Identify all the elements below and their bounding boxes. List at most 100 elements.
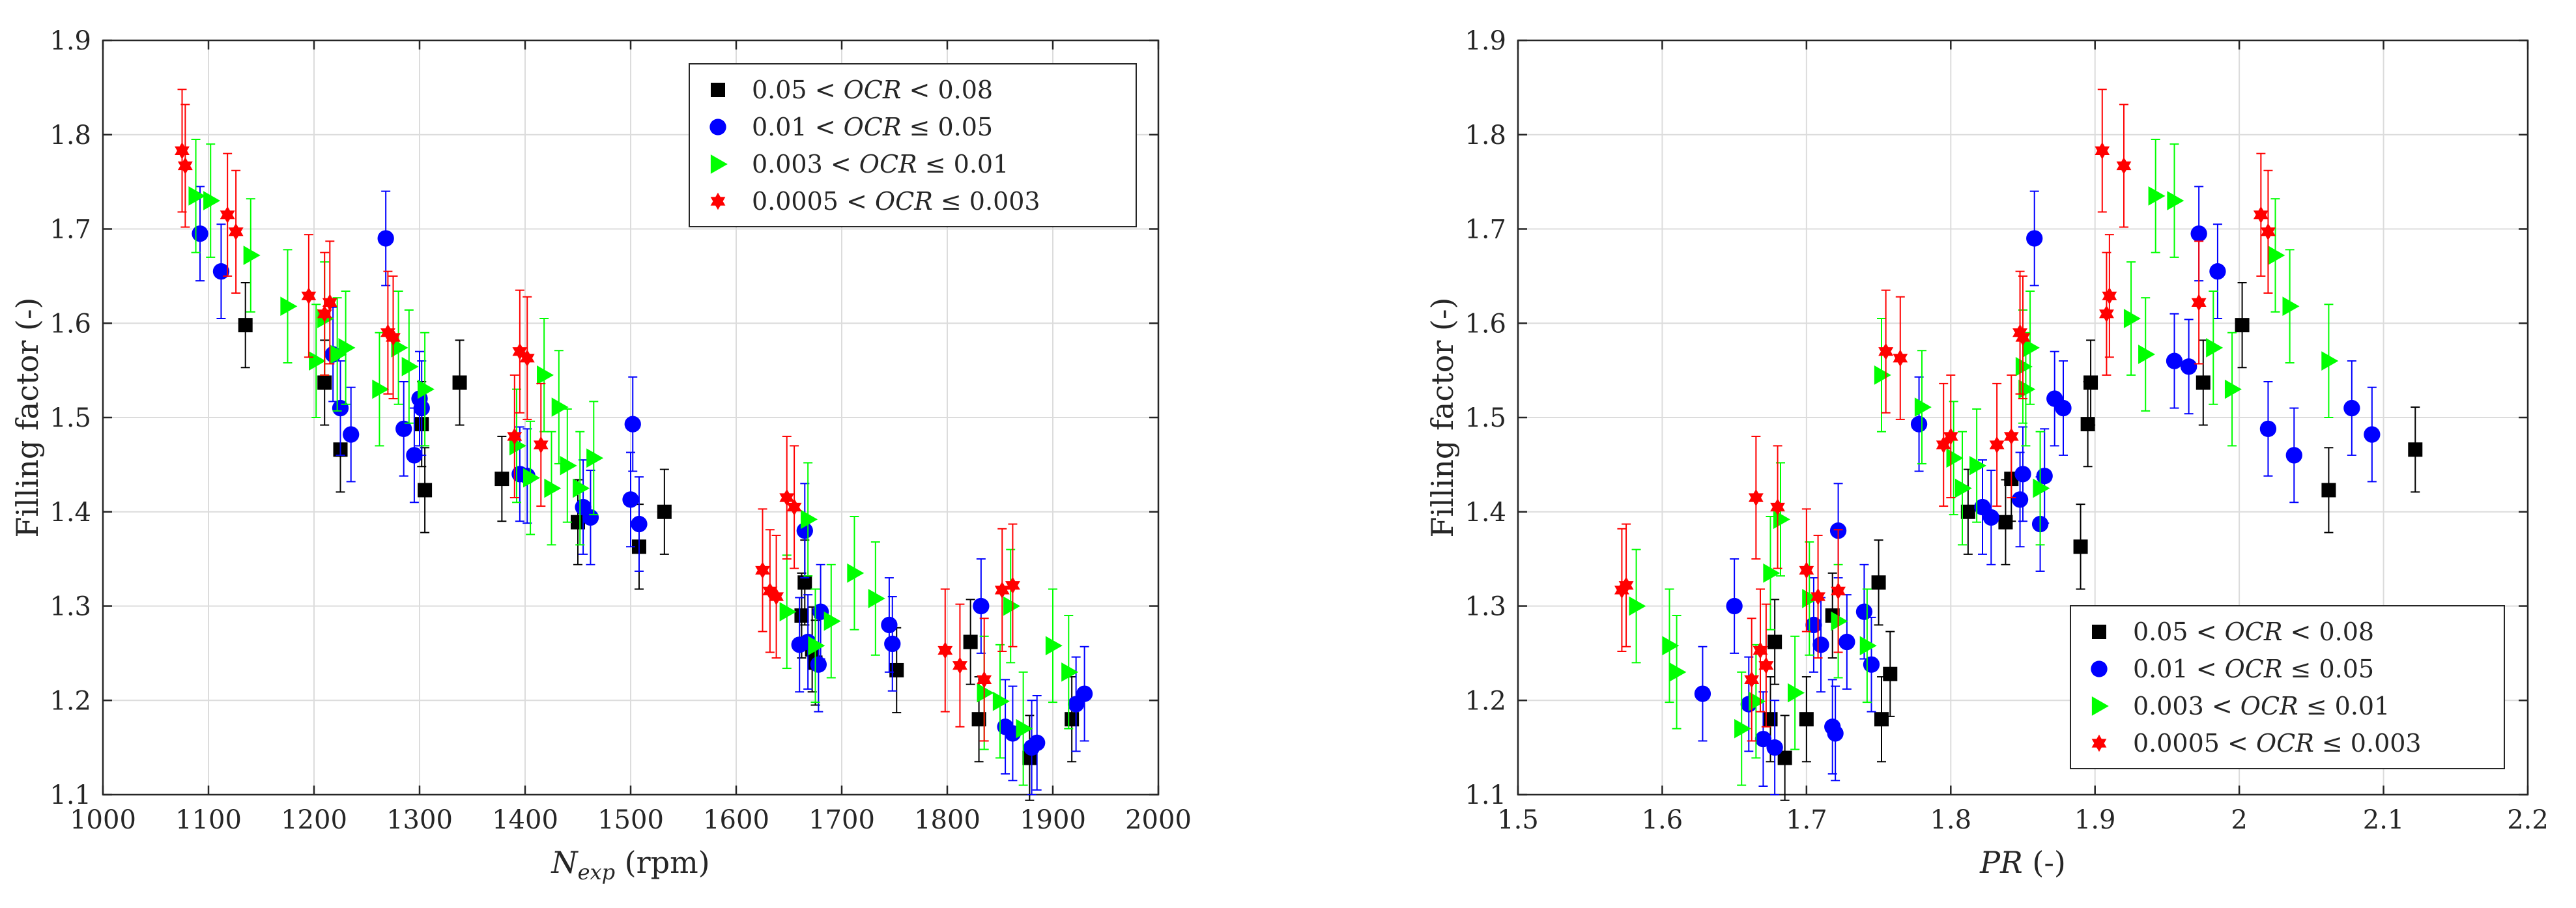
data-point-b — [317, 309, 332, 322]
data-point — [1061, 662, 1079, 682]
legend-label: 0.003 < OCR ≤ 0.01 — [752, 150, 1009, 178]
data-point — [2022, 338, 2040, 358]
data-point — [1763, 563, 1781, 583]
data-point — [622, 491, 639, 508]
legend-label: 0.05 < OCR < 0.08 — [2133, 617, 2374, 646]
y-tick-label: 1.5 — [50, 403, 91, 433]
x-tick-label: 1400 — [492, 805, 558, 835]
data-point — [2026, 230, 2043, 247]
data-point-b — [2253, 210, 2268, 223]
y-tick-label: 1.7 — [50, 215, 91, 245]
data-point — [1076, 685, 1093, 702]
data-point — [2364, 426, 2381, 443]
data-point — [582, 509, 599, 526]
data-point — [2167, 191, 2184, 210]
x-tick-label: 1000 — [70, 805, 136, 835]
data-point — [889, 662, 904, 677]
data-point — [1863, 656, 1880, 673]
data-point-b — [1799, 565, 1814, 579]
x-tick-label: 1.6 — [1642, 805, 1683, 835]
data-point — [338, 338, 356, 358]
data-point — [1883, 666, 1898, 681]
legend-label-post: ≤ 0.01 — [2298, 692, 2390, 720]
legend-label-pre: 0.0005 < — [752, 187, 875, 216]
legend-marker — [709, 119, 726, 135]
data-point — [2138, 345, 2156, 364]
data-point — [2073, 539, 2088, 554]
data-point-b — [2191, 298, 2207, 311]
data-point — [1914, 397, 1932, 417]
data-point-b — [2102, 291, 2117, 305]
data-point — [377, 230, 394, 247]
series-3 — [1614, 89, 2276, 742]
legend-label-post: ≤ 0.003 — [2314, 729, 2422, 758]
data-point — [401, 356, 419, 376]
data-point-b — [301, 291, 317, 305]
data-point — [2408, 442, 2423, 457]
data-point — [2080, 417, 2095, 432]
data-point — [1788, 683, 1805, 703]
data-point — [2235, 318, 2250, 333]
legend-marker-b — [2091, 739, 2107, 752]
data-point — [2321, 351, 2339, 371]
y-tick-label: 1.1 — [1465, 780, 1506, 810]
data-point — [2180, 358, 2197, 375]
data-point-b — [220, 210, 235, 223]
data-point — [1998, 515, 2013, 530]
y-tick-label: 1.3 — [1465, 592, 1506, 622]
data-point — [1662, 636, 1680, 656]
data-point — [343, 426, 360, 443]
data-point-b — [2095, 146, 2110, 160]
legend-label-pre: 0.05 < — [2133, 617, 2225, 646]
data-point — [868, 589, 885, 608]
data-point — [1734, 718, 1752, 739]
data-point — [560, 455, 577, 475]
legend-label-post: ≤ 0.05 — [2282, 655, 2374, 683]
data-point — [1003, 596, 1021, 616]
data-point — [1874, 712, 1889, 727]
data-point — [544, 478, 562, 498]
data-point — [2209, 262, 2226, 280]
data-point — [309, 351, 326, 371]
data-point — [1726, 597, 1743, 615]
data-point — [243, 246, 261, 265]
data-point — [631, 515, 648, 533]
data-point-b — [1943, 432, 1958, 446]
legend-marker-b — [710, 197, 726, 210]
y-tick-label: 1.8 — [1465, 121, 1506, 150]
data-point — [452, 375, 467, 390]
data-point-b — [1878, 347, 1894, 360]
legend-label-pre: 0.0005 < — [2133, 729, 2256, 758]
data-point — [1763, 712, 1778, 727]
data-point-b — [952, 661, 967, 674]
data-point — [395, 420, 412, 438]
x-axis-label-unit: (rpm) — [615, 845, 710, 880]
chart-right: 1.5 1.6 1.7 1.8 1.9 2 2.1 2.2 1.1 1.2 1.3 1.4 1.5 1.6… — [1425, 26, 2549, 880]
data-point — [406, 447, 423, 464]
data-point — [884, 635, 901, 653]
y-tick-label: 1.7 — [1465, 215, 1506, 245]
legend: 0.05 < OCR < 0.08 0.01 < OCR ≤ 0.05 0.003 … — [2070, 605, 2505, 769]
data-point-b — [507, 432, 522, 446]
data-point — [372, 379, 390, 399]
data-point — [881, 616, 898, 634]
legend-label-var: OCR — [2240, 692, 2298, 720]
data-point — [810, 656, 827, 673]
x-tick-label: 1.7 — [1786, 805, 1827, 835]
legend-label-pre: 0.01 < — [752, 113, 844, 141]
data-point — [1777, 750, 1792, 765]
x-tick-label: 1.9 — [2074, 805, 2116, 835]
legend-label-var: OCR — [2225, 617, 2283, 646]
data-point — [1871, 575, 1886, 590]
x-tick-label: 2.2 — [2507, 805, 2549, 835]
data-point — [2055, 399, 2072, 417]
x-tick-label: 1500 — [597, 805, 664, 835]
data-point — [2196, 375, 2211, 390]
x-tick-label: 1300 — [386, 805, 453, 835]
legend-label-var: OCR — [875, 187, 933, 216]
data-point — [1812, 636, 1829, 653]
data-point-b — [2099, 309, 2114, 322]
data-point — [2123, 309, 2141, 328]
y-tick-label: 1.1 — [50, 780, 91, 810]
data-point-b — [177, 161, 193, 175]
